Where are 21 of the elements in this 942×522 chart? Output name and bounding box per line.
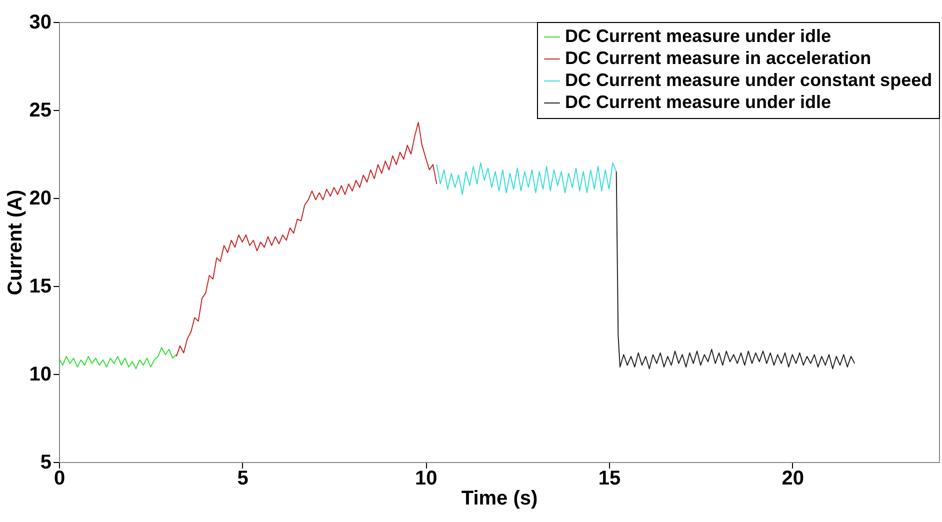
x-tick-label: 5 (237, 468, 248, 490)
x-tick-label: 10 (415, 468, 438, 490)
legend-label: DC Current measure under idle (565, 26, 832, 46)
x-tick-label: 20 (782, 468, 804, 490)
line-series (176, 122, 438, 357)
y-tick-label: 10 (29, 364, 52, 386)
y-tick-label: 25 (29, 100, 52, 122)
x-tick-label: 0 (54, 468, 66, 490)
y-tick-label: 20 (29, 188, 52, 210)
y-axis-title: Current (A) (4, 190, 26, 296)
legend-label: DC Current measure in acceleration (565, 48, 872, 68)
legend-label: DC Current measure under constant speed (565, 70, 932, 90)
line-series (616, 171, 856, 370)
x-axis-title: Time (s) (461, 488, 538, 510)
line-series (436, 162, 617, 195)
y-tick-label: 15 (29, 276, 52, 298)
y-tick-label: 5 (40, 452, 52, 474)
line-series (58, 347, 177, 370)
x-tick-label: 15 (598, 468, 621, 490)
legend-label: DC Current measure under idle (565, 92, 832, 112)
y-tick-label: 30 (29, 12, 52, 34)
